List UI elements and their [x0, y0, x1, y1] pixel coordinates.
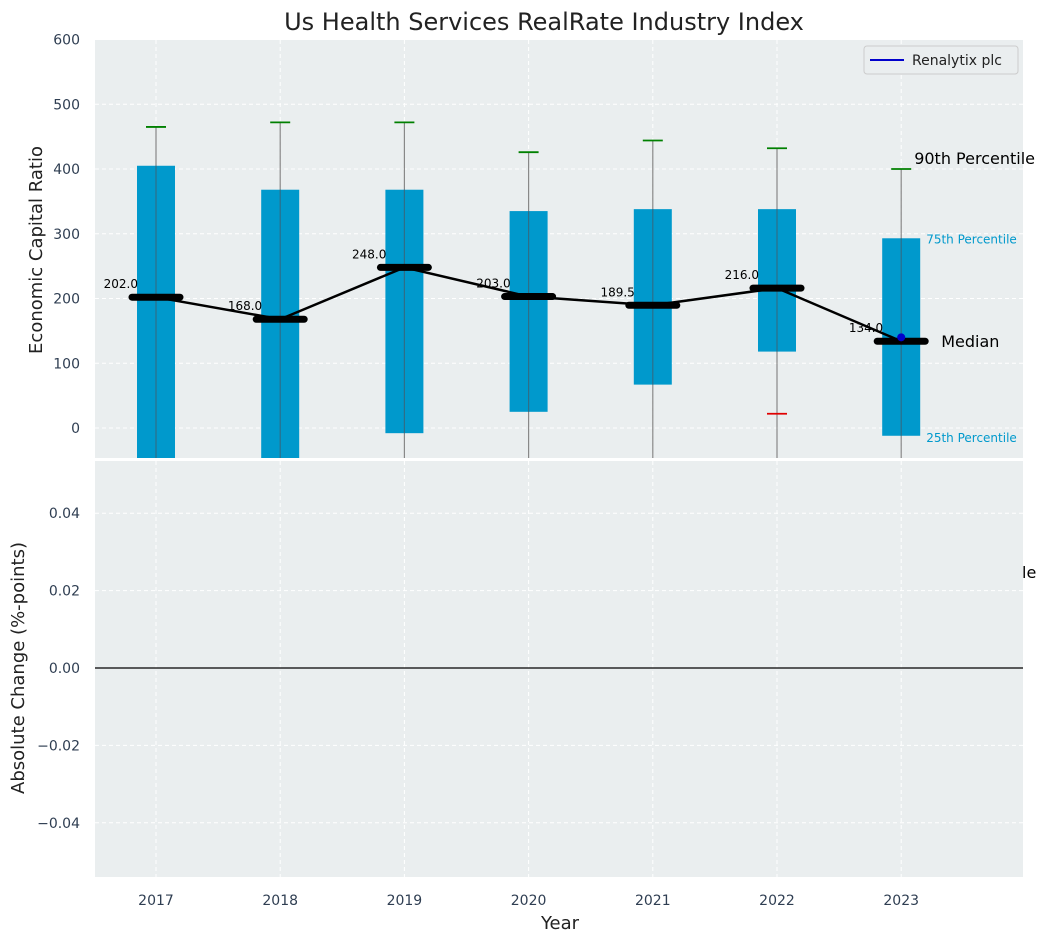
bottom-y-tick-label: 0.04 [49, 506, 80, 522]
top-y-tick-label: 0 [71, 421, 80, 437]
bottom-panel-background [95, 461, 1023, 877]
partial-label: le [1022, 563, 1036, 582]
bottom-y-tick-label: 0.00 [49, 661, 80, 677]
annotation-median: Median [941, 332, 999, 351]
x-tick-label: 2017 [138, 893, 174, 909]
x-tick-label: 2021 [635, 893, 671, 909]
top-y-tick-label: 600 [53, 33, 80, 49]
top-y-axis-label: Economic Capital Ratio [26, 146, 47, 354]
median-value-label: 189.5 [600, 285, 634, 299]
top-y-tick-label: 100 [53, 356, 80, 372]
median-value-label: 248.0 [352, 247, 386, 261]
top-y-tick-label: 200 [53, 292, 80, 308]
top-panel-background [95, 40, 1023, 458]
x-tick-label: 2023 [883, 893, 919, 909]
median-value-label: 168.0 [228, 299, 262, 313]
top-y-tick-label: 400 [53, 162, 80, 178]
bottom-grid [95, 461, 1023, 877]
bottom-y-tick-label: −0.04 [37, 816, 80, 832]
company-point [897, 333, 906, 342]
x-tick-label: 2018 [262, 893, 298, 909]
chart-title: Us Health Services RealRate Industry Ind… [284, 8, 804, 36]
x-tick-labels: 2017 2018 2019 2020 2021 2022 2023 [138, 893, 919, 909]
median-value-labels: 202.0 168.0 248.0 203.0 189.5 216.0 134.0 [104, 247, 884, 335]
median-value-label: 202.0 [104, 277, 138, 291]
bottom-y-tick-label: 0.02 [49, 584, 80, 600]
percentile-annotations: 90th Percentile 75th Percentile Median 25th… [914, 149, 1035, 445]
bottom-y-axis-label: Absolute Change (%-points) [8, 542, 29, 794]
annotation-p25: 25th Percentile [926, 431, 1017, 445]
percentile-caps [146, 121, 912, 415]
top-panel: 0 100 200 300 400 500 600 202.0 168.0 248.0 203.0… [26, 33, 1035, 458]
median-value-label: 134.0 [849, 321, 883, 335]
bottom-y-tick-labels: 0.04 0.02 0.00 −0.02 −0.04 [37, 506, 80, 832]
top-y-tick-label: 300 [53, 227, 80, 243]
legend: Renalytix plc [863, 45, 1019, 75]
legend-label: Renalytix plc [912, 53, 1002, 69]
annotation-p90: 90th Percentile [914, 149, 1035, 168]
x-tick-label: 2019 [387, 893, 423, 909]
bottom-y-tick-label: −0.02 [37, 738, 80, 754]
x-tick-label: 2020 [511, 893, 547, 909]
median-value-label: 203.0 [476, 277, 510, 291]
bottom-panel: 0.040.020.00−0.02−0.04 le 2017 2018 2019 20… [8, 461, 1036, 934]
top-y-tick-labels: 0 100 200 300 400 500 600 [53, 33, 80, 438]
x-tick-label: 2022 [759, 893, 795, 909]
company-series [897, 333, 906, 342]
annotation-p75: 75th Percentile [926, 232, 1017, 246]
legend-box [863, 45, 1019, 75]
x-axis-label: Year [540, 913, 580, 934]
median-value-label: 216.0 [725, 268, 759, 282]
top-y-tick-label: 500 [53, 97, 80, 113]
